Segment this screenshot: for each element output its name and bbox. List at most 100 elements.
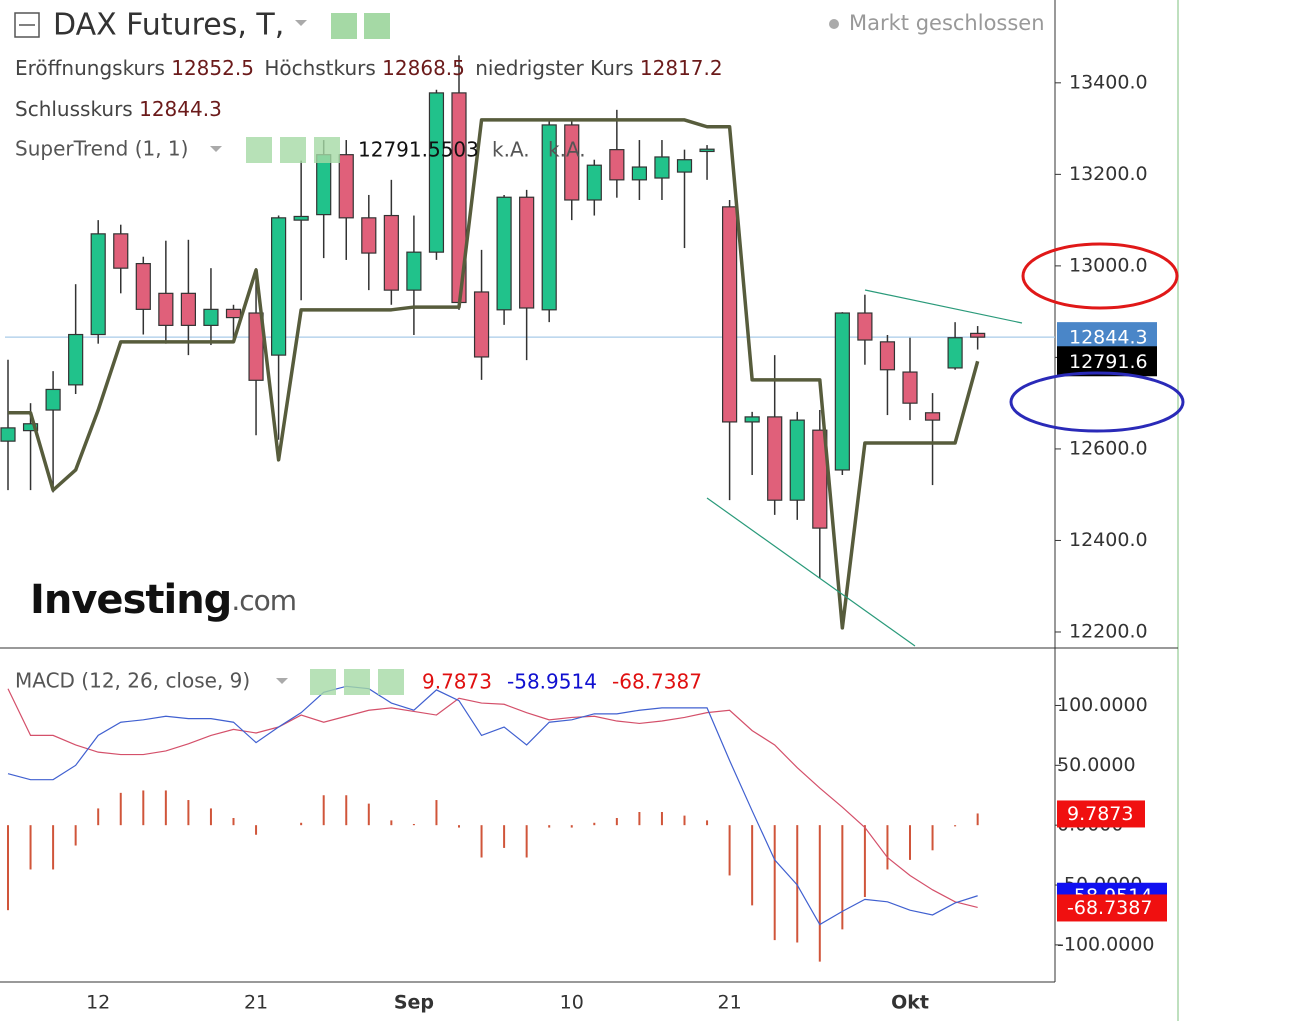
y-tick-label: 100.0000 bbox=[1057, 694, 1148, 716]
plot-area: 12200.012400.012600.012800.013000.013200… bbox=[0, 55, 1155, 1014]
y-tick-label: 12600.0 bbox=[1069, 437, 1148, 459]
visibility-icon[interactable] bbox=[310, 669, 336, 695]
indicator-value: 9.7873 bbox=[422, 670, 492, 694]
y-tick-label: 12400.0 bbox=[1069, 529, 1148, 551]
value-tag bbox=[1057, 894, 1167, 922]
macd-line bbox=[7, 685, 978, 926]
candle-body bbox=[113, 233, 129, 269]
logo-name: Investing bbox=[30, 577, 231, 623]
candle-body bbox=[45, 388, 61, 411]
x-tick-label: 21 bbox=[244, 992, 268, 1014]
settings-icon[interactable] bbox=[280, 137, 306, 163]
chart-title: DAX Futures, T, bbox=[53, 8, 284, 43]
candle-body bbox=[834, 312, 850, 471]
logo-suffix: .com bbox=[231, 584, 296, 617]
candle-body bbox=[271, 217, 287, 356]
collapse-icon[interactable] bbox=[14, 12, 40, 38]
candle-body bbox=[541, 124, 557, 311]
remove-icon[interactable] bbox=[378, 669, 404, 695]
candle-body bbox=[902, 371, 918, 404]
dropdown-arrow[interactable] bbox=[295, 20, 307, 26]
ohlc-value: 12868.5 bbox=[382, 56, 465, 80]
ohlc-value: 12844.3 bbox=[139, 97, 222, 121]
candle-body bbox=[676, 159, 693, 173]
supertrend-line bbox=[8, 118, 980, 630]
ohlc-label: niedrigster Kurs bbox=[475, 56, 633, 80]
candle-body bbox=[609, 149, 625, 181]
ohlc-label: Höchstkurs bbox=[264, 56, 376, 80]
y-tick-label: 12200.0 bbox=[1069, 620, 1148, 642]
candle-body bbox=[721, 206, 738, 423]
y-tick-label: 13000.0 bbox=[1069, 254, 1148, 276]
macd-line bbox=[7, 688, 978, 909]
y-tick-label: 13200.0 bbox=[1069, 163, 1148, 185]
candle-body bbox=[789, 419, 805, 501]
candle-body bbox=[564, 124, 580, 201]
indicator-value: k.A. bbox=[492, 138, 530, 162]
x-tick-label: Sep bbox=[394, 992, 434, 1014]
ohlc-value: 12852.5 bbox=[171, 56, 254, 80]
candle-body bbox=[654, 156, 670, 179]
x-tick-label: 10 bbox=[560, 992, 584, 1014]
value-tag-label: 9.7873 bbox=[1067, 803, 1133, 825]
value-tag bbox=[1057, 800, 1145, 828]
candle-body bbox=[406, 251, 422, 291]
candle-body bbox=[316, 154, 332, 216]
candle-body bbox=[203, 308, 219, 326]
price-tag-label: 12844.3 bbox=[1069, 327, 1148, 349]
y-tick-label: 13400.0 bbox=[1069, 71, 1148, 93]
candle-body bbox=[248, 312, 264, 381]
indicator-name: SuperTrend (1, 1) bbox=[15, 137, 188, 161]
y-tick-label: 50.0000 bbox=[1057, 754, 1136, 776]
ohlc-label: Schlusskurs bbox=[15, 97, 133, 121]
candle-body bbox=[225, 308, 242, 319]
settings-icon[interactable] bbox=[364, 13, 390, 39]
y-tick-label: -100.0000 bbox=[1057, 933, 1155, 955]
candle-body bbox=[383, 214, 399, 291]
market-status: Markt geschlossen bbox=[849, 11, 1045, 35]
dropdown-arrow[interactable] bbox=[210, 146, 222, 152]
candle-body bbox=[361, 217, 377, 254]
dropdown-arrow[interactable] bbox=[276, 678, 288, 684]
candle-body bbox=[180, 292, 196, 326]
candle-body bbox=[428, 92, 445, 253]
price-tag bbox=[1057, 346, 1157, 377]
candle-body bbox=[90, 233, 106, 336]
x-tick-label: 21 bbox=[718, 992, 742, 1014]
value-tag-label: -68.7387 bbox=[1067, 897, 1152, 919]
candle-body bbox=[970, 332, 986, 338]
ohlc-legend: Schlusskurs 12844.3 bbox=[15, 97, 222, 121]
candle-body bbox=[857, 312, 873, 341]
remove-icon[interactable] bbox=[314, 137, 340, 163]
candle-body bbox=[68, 333, 84, 386]
candle-body bbox=[473, 291, 490, 358]
x-tick-label: Okt bbox=[891, 992, 929, 1014]
candle-body bbox=[924, 412, 941, 421]
x-tick-label: 12 bbox=[86, 992, 110, 1014]
candle-body bbox=[879, 341, 896, 371]
candle-body bbox=[947, 337, 963, 369]
trend-line bbox=[864, 289, 1023, 324]
indicator-name: MACD (12, 26, close, 9) bbox=[15, 669, 250, 693]
candle-body bbox=[22, 423, 39, 432]
visibility-icon[interactable] bbox=[246, 137, 272, 163]
ohlc-value: 12817.2 bbox=[640, 56, 723, 80]
indicator-value: -58.9514 bbox=[507, 670, 597, 694]
candle-body bbox=[519, 196, 535, 309]
candle-body bbox=[135, 262, 151, 310]
candle-body bbox=[586, 164, 602, 201]
ohlc-label: Eröffnungskurs bbox=[15, 56, 165, 80]
candle-body bbox=[767, 416, 783, 501]
candle-body bbox=[293, 215, 309, 221]
trend-line bbox=[706, 497, 916, 647]
candle-body bbox=[158, 292, 174, 326]
visibility-icon[interactable] bbox=[331, 13, 357, 39]
indicator-value: -68.7387 bbox=[612, 670, 702, 694]
indicator-value: k.A. bbox=[548, 138, 586, 162]
highlight-ellipse bbox=[1021, 242, 1179, 310]
settings-icon[interactable] bbox=[344, 669, 370, 695]
status-dot bbox=[829, 19, 839, 29]
indicator-value: 12791.5503 bbox=[358, 138, 479, 162]
